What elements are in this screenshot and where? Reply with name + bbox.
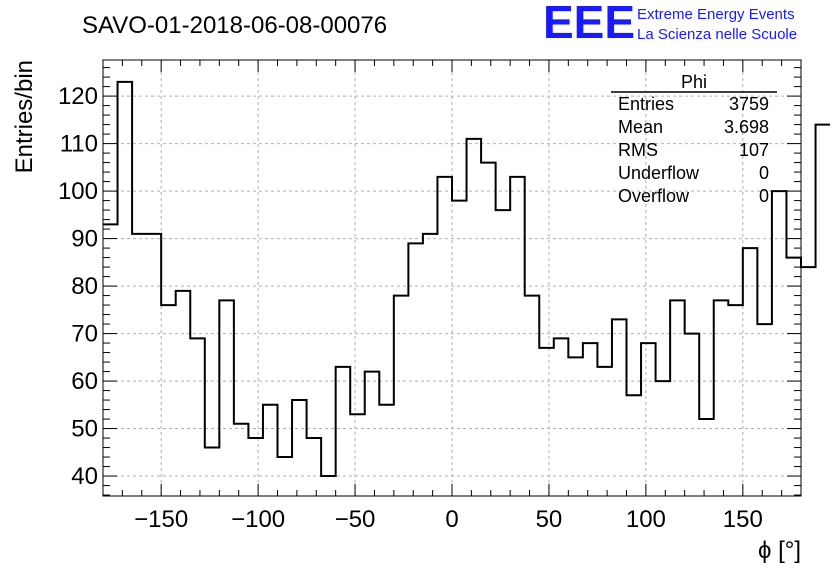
chart-title: SAVO-01-2018-06-08-00076 [82, 12, 387, 39]
stats-value: 107 [739, 140, 769, 160]
stats-label: Overflow [618, 186, 690, 206]
y-tick-label: 100 [58, 178, 98, 205]
x-tick-label: 100 [626, 506, 666, 533]
stats-box: Phi Entries 3759 Mean 3.698 RMS 107 Underflow 0… [611, 72, 777, 206]
y-tick-label: 50 [71, 416, 98, 443]
logo-mark: EEE [543, 0, 635, 48]
x-tick-label: 50 [536, 506, 563, 533]
y-tick-label: 80 [71, 273, 98, 300]
axis-ticks [102, 60, 802, 496]
y-tick-label: 40 [71, 463, 98, 490]
logo-line-1: Extreme Energy Events [637, 6, 795, 23]
y-axis-label: Entries/bin [11, 60, 38, 173]
x-tick-label: −100 [231, 506, 285, 533]
stats-label: Mean [618, 117, 663, 137]
y-tick-label: 90 [71, 226, 98, 253]
stats-label: Underflow [618, 163, 700, 183]
y-tick-label: 60 [71, 368, 98, 395]
stats-label: RMS [618, 140, 658, 160]
y-tick-label: 120 [58, 83, 98, 110]
x-tick-label: 150 [723, 506, 763, 533]
y-tick-labels: 40 50 60 70 80 90 100 110 120 [58, 83, 98, 490]
x-axis-label: ϕ [°] [758, 537, 801, 564]
x-tick-label: −150 [134, 506, 188, 533]
histogram-outline [103, 80, 831, 478]
y-tick-label: 70 [71, 321, 98, 348]
stats-value: 3759 [729, 94, 769, 114]
grid-lines [103, 60, 801, 496]
x-tick-label: −50 [335, 506, 376, 533]
stats-value: 3.698 [724, 117, 769, 137]
stats-value: 0 [759, 163, 769, 183]
stats-title: Phi [681, 72, 707, 92]
x-tick-labels: −150 −100 −50 0 50 100 150 [134, 506, 763, 533]
stats-label: Entries [618, 94, 674, 114]
y-tick-label: 110 [60, 131, 98, 158]
stats-value: 0 [759, 186, 769, 206]
eee-logo: EEE Extreme Energy Events La Scienza nel… [543, 0, 797, 48]
logo-line-2: La Scienza nelle Scuole [637, 26, 797, 43]
x-tick-label: 0 [445, 506, 458, 533]
